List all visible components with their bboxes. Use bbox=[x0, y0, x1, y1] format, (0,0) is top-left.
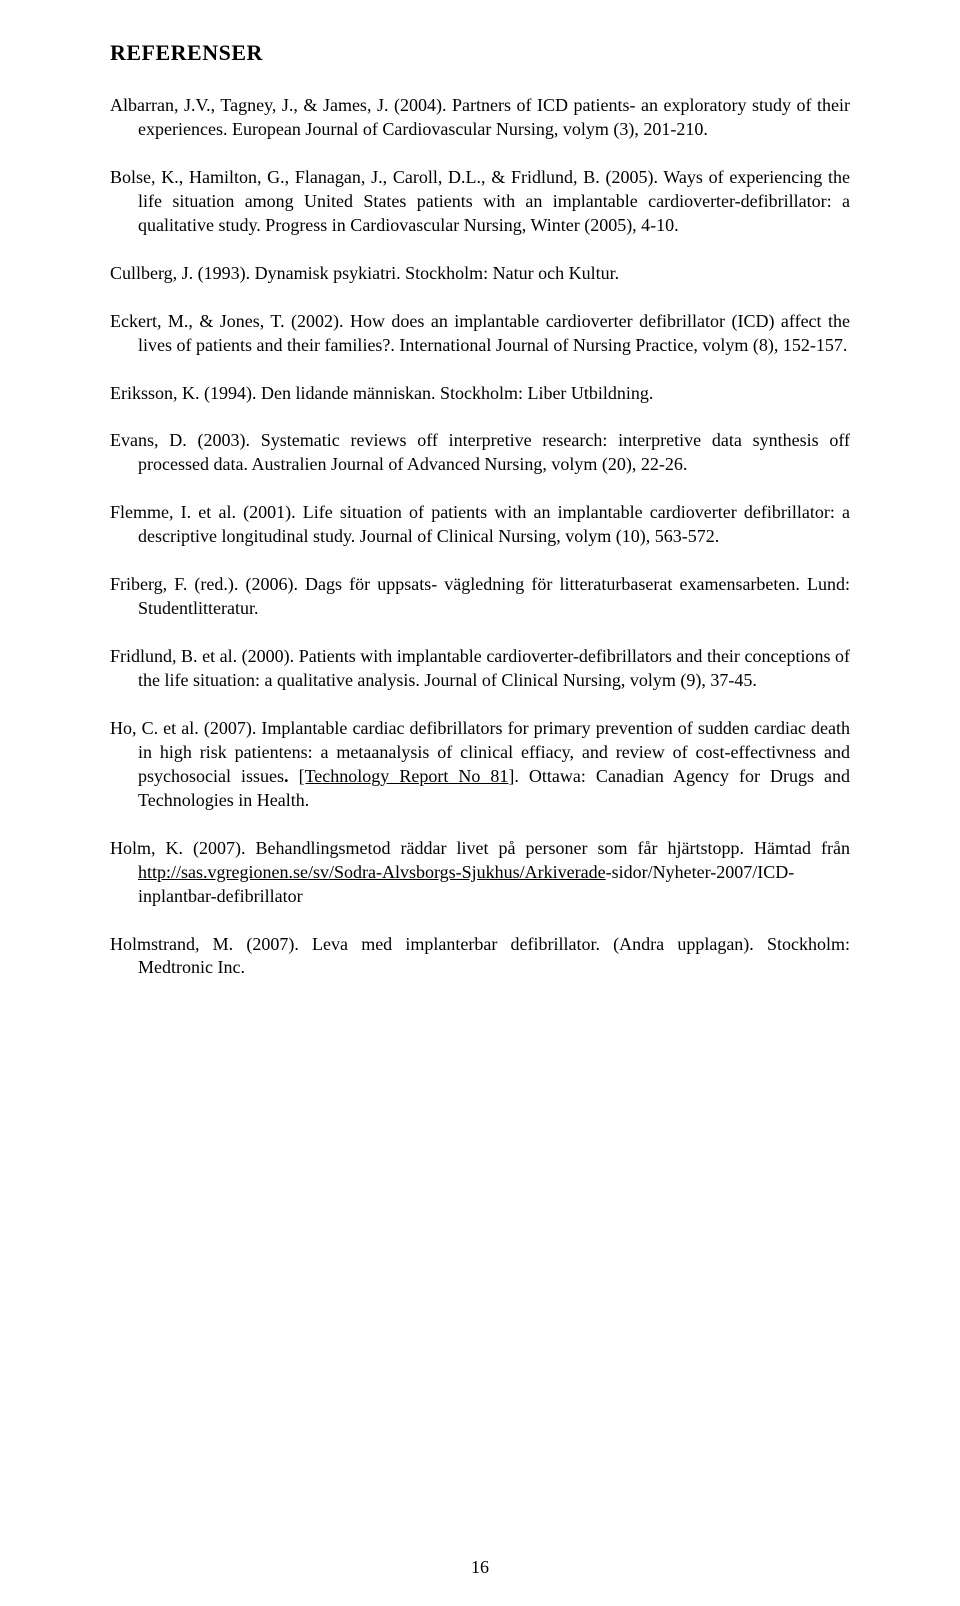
reference-text: Fridlund, B. et al. (2000). Patients wit… bbox=[110, 646, 850, 690]
reference-link: [Technology Report No 81 bbox=[299, 766, 509, 786]
reference-entry: Holmstrand, M. (2007). Leva med implante… bbox=[110, 933, 850, 981]
reference-text: Holmstrand, M. (2007). Leva med implante… bbox=[110, 934, 850, 978]
reference-text: Bolse, K., Hamilton, G., Flanagan, J., C… bbox=[110, 167, 850, 235]
reference-entry: Albarran, J.V., Tagney, J., & James, J. … bbox=[110, 94, 850, 142]
reference-text: Friberg, F. (red.). (2006). Dags för upp… bbox=[110, 574, 850, 618]
reference-entry: Eriksson, K. (1994). Den lidande människ… bbox=[110, 382, 850, 406]
page-title: REFERENSER bbox=[110, 40, 850, 66]
reference-entry: Bolse, K., Hamilton, G., Flanagan, J., C… bbox=[110, 166, 850, 238]
reference-text: Eckert, M., & Jones, T. (2002). How does… bbox=[110, 311, 850, 355]
references-list: Albarran, J.V., Tagney, J., & James, J. … bbox=[110, 94, 850, 980]
reference-text: Albarran, J.V., Tagney, J., & James, J. … bbox=[110, 95, 850, 139]
reference-entry: Cullberg, J. (1993). Dynamisk psykiatri.… bbox=[110, 262, 850, 286]
reference-text: Evans, D. (2003). Systematic reviews off… bbox=[110, 430, 850, 474]
reference-entry: Holm, K. (2007). Behandlingsmetod räddar… bbox=[110, 837, 850, 909]
reference-text: Flemme, I. et al. (2001). Life situation… bbox=[110, 502, 850, 546]
page-number: 16 bbox=[0, 1557, 960, 1578]
reference-entry: Evans, D. (2003). Systematic reviews off… bbox=[110, 429, 850, 477]
reference-text: Eriksson, K. (1994). Den lidande människ… bbox=[110, 383, 653, 403]
page-container: REFERENSER Albarran, J.V., Tagney, J., &… bbox=[0, 0, 960, 1606]
reference-entry: Friberg, F. (red.). (2006). Dags för upp… bbox=[110, 573, 850, 621]
reference-entry: Eckert, M., & Jones, T. (2002). How does… bbox=[110, 310, 850, 358]
reference-text: Cullberg, J. (1993). Dynamisk psykiatri.… bbox=[110, 263, 619, 283]
reference-entry: Ho, C. et al. (2007). Implantable cardia… bbox=[110, 717, 850, 813]
reference-text: Holm, K. (2007). Behandlingsmetod räddar… bbox=[110, 838, 850, 858]
reference-bold: . bbox=[284, 766, 299, 786]
reference-entry: Flemme, I. et al. (2001). Life situation… bbox=[110, 501, 850, 549]
reference-link: http://sas.vgregionen.se/sv/Sodra-Alvsbo… bbox=[138, 862, 606, 882]
reference-entry: Fridlund, B. et al. (2000). Patients wit… bbox=[110, 645, 850, 693]
